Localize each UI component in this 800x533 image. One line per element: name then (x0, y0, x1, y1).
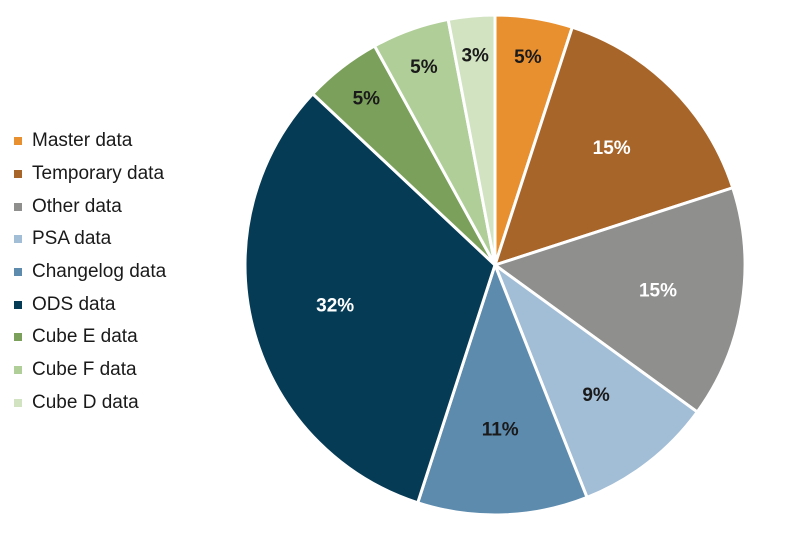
legend-swatch (14, 137, 22, 146)
legend: Master data Temporary data Other data PSA d… (14, 125, 166, 419)
legend-swatch (14, 202, 22, 211)
legend-swatch (14, 268, 22, 277)
pie-slice (493, 186, 747, 414)
legend-label: Cube D data (32, 391, 139, 413)
legend-swatch (14, 398, 22, 407)
legend-label: Cube F data (32, 359, 137, 381)
legend-swatch (14, 366, 22, 375)
pie-slice (243, 92, 497, 505)
legend-item: Cube D data (14, 387, 166, 420)
legend-item: Cube E data (14, 321, 166, 354)
pie-slice (446, 13, 497, 267)
slice-data-label: 5% (410, 57, 438, 78)
slice-data-label: 5% (353, 89, 381, 110)
slice-data-label: 3% (461, 45, 489, 66)
legend-item: ODS data (14, 288, 166, 321)
legend-label: Changelog data (32, 261, 167, 283)
slice-data-label: 5% (514, 47, 542, 68)
legend-item: Temporary data (14, 158, 166, 191)
legend-item: Cube F data (14, 354, 166, 387)
legend-swatch (14, 333, 22, 342)
slice-data-label: 9% (582, 385, 610, 406)
legend-label: ODS data (32, 293, 116, 315)
legend-item: PSA data (14, 223, 166, 256)
pie-slice (493, 263, 699, 499)
pie-slice (416, 263, 589, 517)
legend-swatch (14, 300, 22, 309)
legend-label: Master data (32, 130, 133, 152)
legend-label: PSA data (32, 228, 112, 250)
legend-swatch (14, 235, 22, 244)
legend-label: Cube E data (32, 326, 138, 348)
legend-item: Master data (14, 125, 166, 158)
slice-data-label: 11% (482, 419, 519, 440)
legend-swatch (14, 170, 22, 179)
slice-data-label: 32% (316, 296, 354, 317)
slice-data-label: 15% (593, 138, 631, 159)
legend-item: Changelog data (14, 256, 166, 289)
legend-item: Other data (14, 190, 166, 223)
legend-label: Temporary data (32, 163, 165, 185)
legend-label: Other data (32, 195, 122, 217)
slice-data-label: 15% (639, 280, 677, 301)
